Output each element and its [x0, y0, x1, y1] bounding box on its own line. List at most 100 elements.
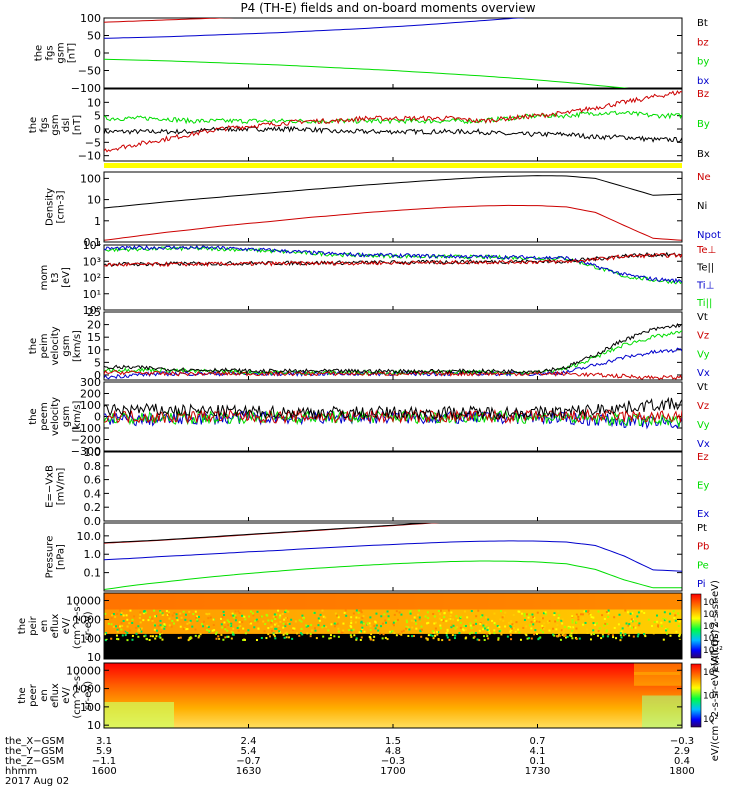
heatmap-cell: [278, 630, 281, 633]
heatmap-cell: [523, 612, 526, 615]
heatmap-cell: [558, 634, 561, 637]
heatmap-cell: [493, 612, 496, 615]
heatmap-cell: [601, 633, 604, 636]
heatmap-cell: [575, 631, 578, 634]
heatmap-cell: [392, 623, 395, 626]
heatmap-cell: [448, 638, 451, 641]
heatmap-cell: [184, 613, 187, 616]
series-line-Ne: [104, 204, 682, 241]
heatmap-cell: [222, 610, 225, 613]
heatmap-cell: [547, 622, 550, 625]
heatmap-cell: [381, 637, 384, 640]
heatmap-cell: [314, 629, 317, 632]
heatmap-cell: [638, 622, 641, 625]
heatmap-background: [104, 663, 682, 728]
series-group: [104, 18, 630, 88]
heatmap-cell: [662, 616, 665, 619]
heatmap-cell: [163, 627, 166, 630]
y-tick-label: 1000: [73, 683, 101, 696]
y-tick-label: 25: [87, 306, 101, 319]
heatmap-cell: [636, 615, 639, 618]
heatmap-cell: [480, 615, 483, 618]
heatmap-cell: [509, 625, 512, 628]
heatmap-cell: [125, 614, 128, 617]
heatmap-cell: [648, 624, 651, 627]
heatmap-cell: [350, 616, 353, 619]
heatmap-cell: [630, 626, 633, 629]
heatmap-cell: [126, 639, 129, 642]
heatmap-cell: [217, 635, 220, 638]
heatmap-cell: [469, 624, 472, 627]
heatmap-cell: [243, 615, 246, 618]
y-axis-label: gsm: [56, 42, 67, 63]
heatmap-cell: [173, 622, 176, 625]
heatmap-cell: [553, 614, 556, 617]
heatmap-cell: [369, 638, 372, 641]
heatmap-cell: [631, 620, 634, 623]
heatmap-cell: [530, 627, 533, 630]
heatmap-cell: [164, 624, 167, 627]
series-group: [104, 90, 682, 153]
heatmap-cell: [256, 610, 259, 613]
heatmap-cell: [413, 616, 416, 619]
heatmap-cell: [410, 619, 413, 622]
heatmap-cell: [548, 629, 551, 632]
heatmap-cell: [226, 619, 229, 622]
heatmap-cell: [282, 626, 285, 629]
heatmap-cell: [227, 635, 230, 638]
heatmap-cell: [284, 616, 287, 619]
heatmap-cell: [630, 620, 633, 623]
heatmap-cell: [607, 612, 610, 615]
heatmap-cell: [637, 633, 640, 636]
heatmap-cell: [370, 633, 373, 636]
heatmap-cell: [144, 611, 147, 614]
y-tick-label: −300: [71, 445, 101, 458]
series-line-Vx: [104, 347, 682, 380]
heatmap-cell: [159, 611, 162, 614]
x-row-value: 1730: [525, 766, 550, 777]
heatmap-cell: [139, 611, 142, 614]
heatmap-cell: [458, 632, 461, 635]
y-axis-label: (cm^2-s-: [72, 672, 83, 719]
heatmap-cell: [402, 629, 405, 632]
heatmap-cell: [434, 621, 437, 624]
heatmap-cell: [571, 621, 574, 624]
heatmap-cell: [584, 621, 587, 624]
series-group: [104, 322, 682, 380]
heatmap-cell: [333, 635, 336, 638]
heatmap-cell: [396, 618, 399, 621]
heatmap-cell: [570, 627, 573, 630]
heatmap-cell: [161, 612, 164, 615]
heatmap-cell: [321, 609, 324, 612]
heatmap-cell: [555, 628, 558, 631]
heatmap-cell: [263, 630, 266, 633]
heatmap-cell: [162, 613, 165, 616]
y-tick-label: 10⁴: [83, 239, 102, 252]
heatmap-cell: [355, 637, 358, 640]
heatmap-cell: [242, 638, 245, 641]
heatmap-cell: [452, 618, 455, 621]
heatmap-cell: [271, 629, 274, 632]
x-row-label: hhmm: [5, 766, 37, 777]
heatmap-cell: [325, 625, 328, 628]
y-axis-label: gsm: [61, 406, 72, 427]
y-axis-label: the: [28, 338, 39, 354]
y-axis-label: [km/s]: [72, 400, 83, 432]
heatmap-cell: [355, 616, 358, 619]
series-line-Vz: [104, 369, 682, 380]
heatmap-cell: [427, 616, 430, 619]
heatmap-cell: [352, 628, 355, 631]
heatmap-cell: [197, 636, 200, 639]
heatmap-cell: [642, 630, 645, 633]
y-axis-label: Density: [45, 188, 56, 226]
heatmap-cell: [366, 623, 369, 626]
heatmap-cell: [553, 612, 556, 615]
heatmap-cell: [290, 618, 293, 621]
y-tick-label: 0: [94, 411, 101, 424]
heatmap-cell: [195, 616, 198, 619]
x-row-value: −0.3: [381, 756, 405, 767]
colorbar-tick-label: 10⁶: [703, 668, 718, 678]
heatmap-cell: [199, 633, 202, 636]
